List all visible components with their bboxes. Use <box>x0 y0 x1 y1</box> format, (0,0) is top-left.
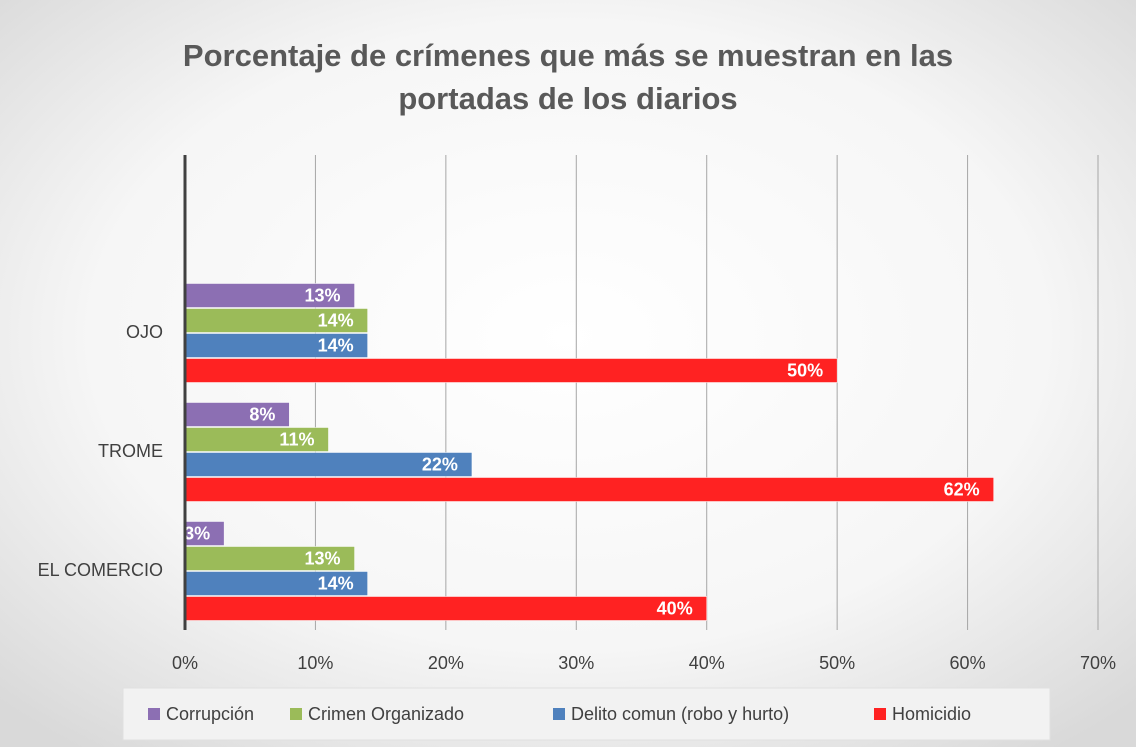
x-tick-label: 40% <box>689 653 725 673</box>
legend-label: Corrupción <box>166 704 254 724</box>
legend-swatch <box>290 708 302 720</box>
legend-swatch <box>874 708 886 720</box>
data-label: 8% <box>249 404 275 424</box>
chart-title: portadas de los diarios <box>398 81 737 116</box>
data-label: 22% <box>422 454 458 474</box>
y-tick-label: EL COMERCIO <box>38 560 163 580</box>
legend-swatch <box>553 708 565 720</box>
legend-box <box>122 687 1051 741</box>
data-label: 13% <box>305 548 341 568</box>
legend-label: Homicidio <box>892 704 971 724</box>
bar <box>184 427 329 452</box>
bar <box>184 596 707 621</box>
y-tick-label: OJO <box>126 322 163 342</box>
y-tick-label: TROME <box>98 441 163 461</box>
legend-swatch <box>148 708 160 720</box>
bar <box>184 521 225 546</box>
bar <box>184 452 473 477</box>
bar <box>184 477 994 502</box>
x-tick-label: 0% <box>172 653 198 673</box>
data-label: 14% <box>318 573 354 593</box>
legend-label: Delito comun (robo y hurto) <box>571 704 789 724</box>
bar <box>184 546 355 571</box>
bar <box>184 333 368 358</box>
data-label: 62% <box>944 479 980 499</box>
data-label: 50% <box>787 360 823 380</box>
x-tick-label: 60% <box>950 653 986 673</box>
bar <box>184 358 838 383</box>
data-label: 13% <box>305 285 341 305</box>
chart-title: Porcentaje de crímenes que más se muestr… <box>183 38 953 73</box>
data-label: 3% <box>184 523 210 543</box>
legend-label: Crimen Organizado <box>308 704 464 724</box>
x-tick-label: 20% <box>428 653 464 673</box>
x-tick-label: 50% <box>819 653 855 673</box>
x-tick-label: 30% <box>558 653 594 673</box>
data-label: 14% <box>318 335 354 355</box>
x-tick-label: 70% <box>1080 653 1116 673</box>
x-tick-label: 10% <box>297 653 333 673</box>
data-label: 11% <box>279 429 314 449</box>
data-label: 14% <box>318 310 354 330</box>
data-label: 40% <box>657 598 693 618</box>
bar <box>184 571 368 596</box>
